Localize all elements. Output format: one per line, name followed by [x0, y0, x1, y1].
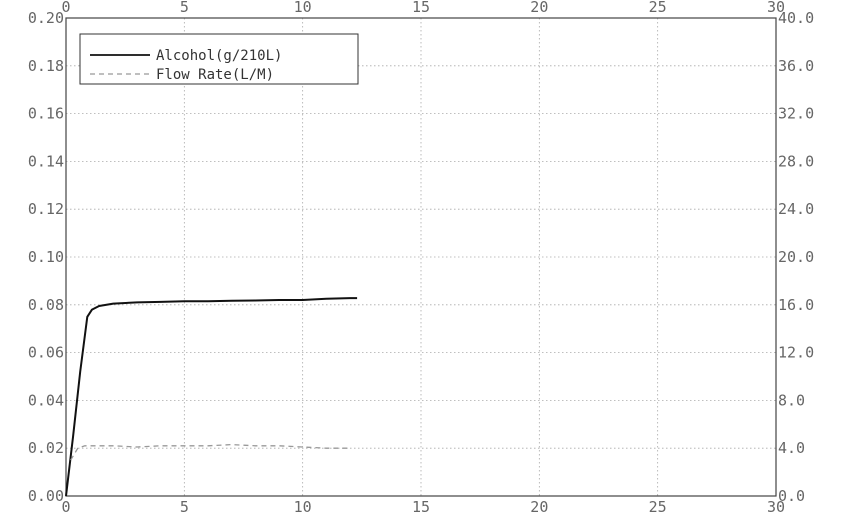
y-left-tick-label: 0.08: [28, 296, 64, 314]
y-left-tick-label: 0.02: [28, 439, 64, 457]
x-tick-label-top: 10: [294, 0, 312, 16]
tick-labels: 0 0 5 5 10 10 15 15 20 20 25 25 30 30 0.00 0.02 0.04 0.06…: [28, 0, 814, 515]
legend-label-alcohol: Alcohol(g/210L): [156, 48, 282, 64]
x-tick-label: 30: [767, 498, 785, 515]
x-tick-label: 25: [649, 498, 667, 515]
y-right-tick-label: 28.0: [778, 152, 814, 170]
y-left-tick-label: 0.14: [28, 152, 64, 170]
legend-label-flow-rate: Flow Rate(L/M): [156, 67, 274, 83]
x-tick-label: 10: [294, 498, 312, 515]
y-left-tick-label: 0.12: [28, 200, 64, 218]
y-right-tick-label: 8.0: [778, 391, 805, 409]
x-tick-label-top: 30: [767, 0, 785, 16]
y-right-tick-label: 40.0: [778, 9, 814, 27]
series-line-alcohol: [65, 297, 358, 497]
y-left-tick-label: 0.06: [28, 344, 64, 362]
legend-box: [79, 33, 359, 85]
y-right-tick-label: 24.0: [778, 200, 814, 218]
grid: [66, 18, 776, 496]
y-right-tick-label: 4.0: [778, 439, 805, 457]
y-left-tick-label: 0.00: [28, 487, 64, 505]
y-right-tick-label: 32.0: [778, 105, 814, 123]
legend: Alcohol(g/210L) Flow Rate(L/M): [79, 33, 359, 85]
y-right-tick-label: 20.0: [778, 248, 814, 266]
x-tick-label-top: 25: [649, 0, 667, 16]
x-tick-label-top: 5: [180, 0, 189, 16]
series-line-flow-rate: [70, 443, 350, 461]
y-left-tick-label: 0.20: [28, 9, 64, 27]
x-tick-label-top: 20: [530, 0, 548, 16]
plot-frame: [65, 17, 777, 497]
y-left-tick-label: 0.18: [28, 57, 64, 75]
y-left-tick-label: 0.10: [28, 248, 64, 266]
y-left-tick-label: 0.04: [28, 391, 64, 409]
y-right-tick-label: 16.0: [778, 296, 814, 314]
y-right-tick-label: 36.0: [778, 57, 814, 75]
x-tick-label-top: 0: [61, 0, 70, 16]
x-tick-label: 0: [61, 498, 70, 515]
x-tick-label: 5: [180, 498, 189, 515]
x-tick-label: 20: [530, 498, 548, 515]
series-layer: [65, 297, 358, 497]
y-left-tick-label: 0.16: [28, 105, 64, 123]
x-tick-label: 15: [412, 498, 430, 515]
y-right-tick-label: 0.0: [778, 487, 805, 505]
x-tick-label-top: 15: [412, 0, 430, 16]
y-right-tick-label: 12.0: [778, 344, 814, 362]
